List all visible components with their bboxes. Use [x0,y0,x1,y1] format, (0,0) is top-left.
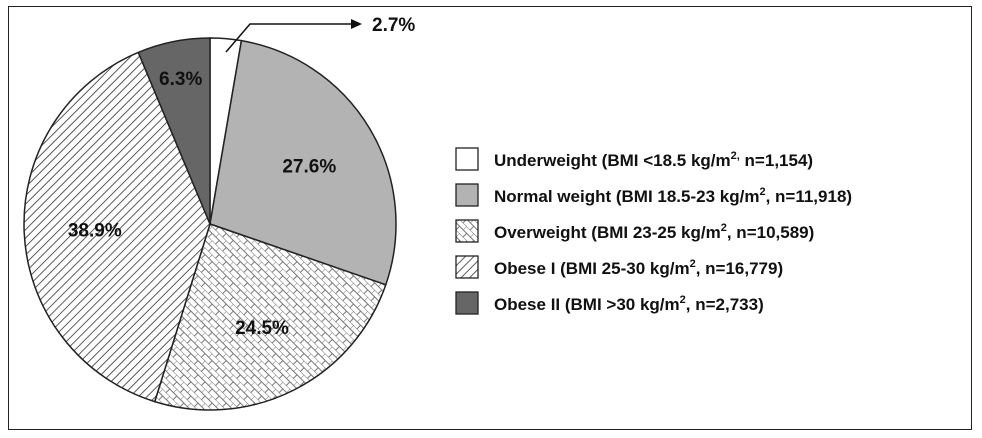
pie-slice-labels: 2.7% 27.6% 24.5% 38.9% 6.3% [68,15,416,339]
legend-swatch-3 [455,219,479,243]
slice-label-2: 27.6% [282,156,336,177]
slice-label-1: 2.7% [372,15,415,36]
legend-swatch-2 [455,183,479,207]
legend-label-3: Overweight (BMI 23-25 kg/m2, n=10,589) [494,222,814,242]
slice-label-5: 6.3% [159,69,202,90]
pie-slice-4 [23,51,211,403]
legend-label-5: Obese II (BMI >30 kg/m2, n=2,733) [494,294,764,314]
legend-swatch-1 [455,147,479,171]
pie-slice-2 [209,39,397,286]
slice-label-3: 24.5% [235,318,289,339]
legend-label-1: Underweight (BMI <18.5 kg/m2, n=1,154) [494,150,813,170]
slice-label-4: 38.9% [68,220,122,241]
callout-arrowhead [351,19,362,29]
legend-swatch-5 [455,291,479,315]
pie-slice-3 [153,223,387,411]
legend-label-4: Obese I (BMI 25-30 kg/m2, n=16,779) [494,258,783,278]
pie-slices [23,37,397,411]
chart-frame [8,6,972,430]
callout-line [225,23,352,53]
legend-label-2: Normal weight (BMI 18.5-23 kg/m2, n=11,9… [494,186,852,206]
legend: Underweight (BMI <18.5 kg/m2, n=1,154) No… [455,147,852,315]
legend-swatch-4 [455,255,479,279]
pie-slice-5 [137,37,211,225]
